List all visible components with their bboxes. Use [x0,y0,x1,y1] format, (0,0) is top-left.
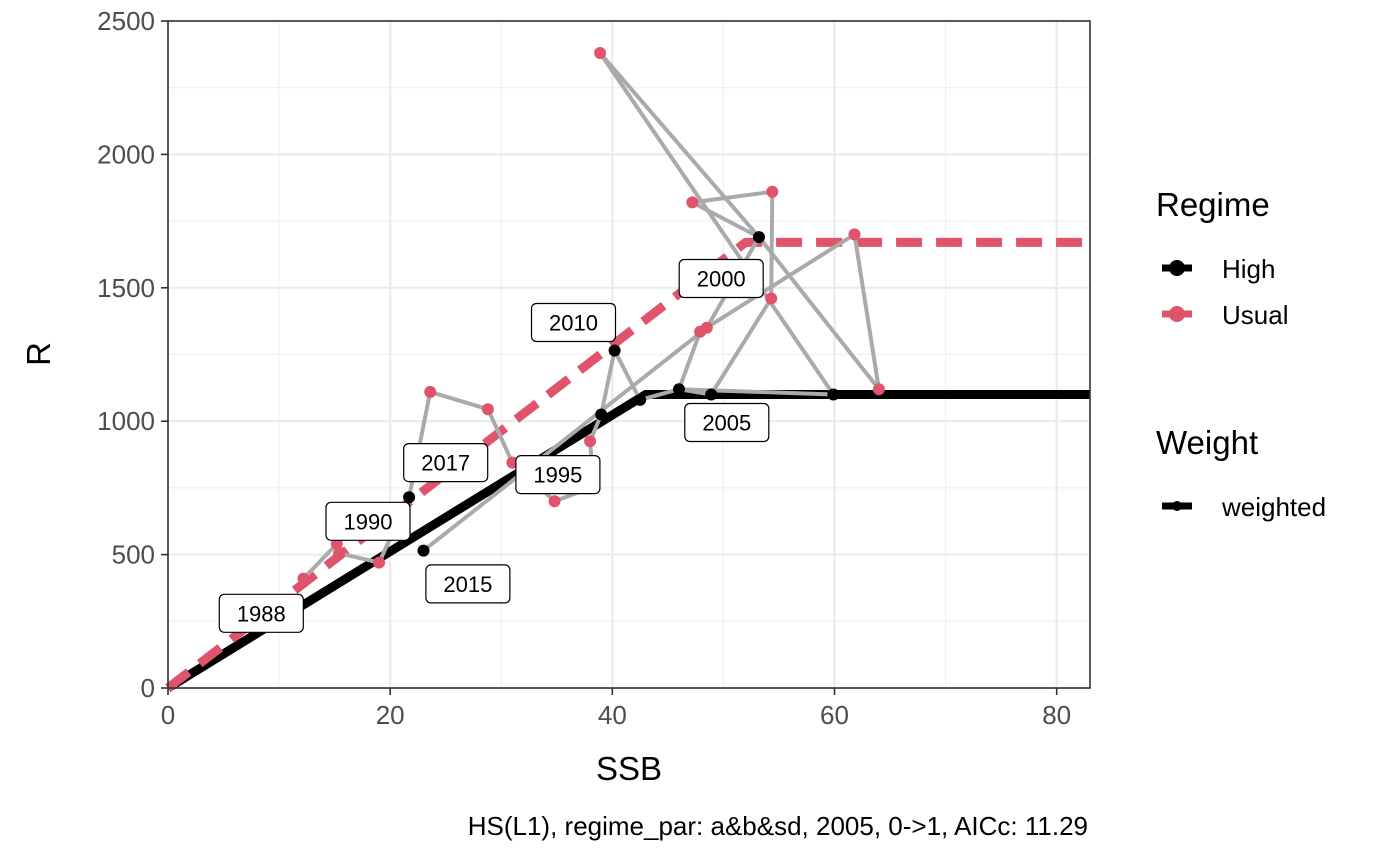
year-label-box [425,564,511,604]
point-high [634,393,647,406]
y-tick-label: 2500 [97,6,155,36]
y-axis-title: R [20,342,57,366]
year-label-text: 1988 [237,601,286,626]
x-tick-label: 80 [1042,700,1071,730]
y-axis: 0 500 1000 1500 2000 2500 [97,6,168,703]
point-usual [700,321,713,334]
legend-high-label: High [1222,254,1275,284]
legend-weight-title: Weight [1156,424,1258,461]
point-high [753,231,765,244]
year-label-text: 1990 [344,509,393,534]
plot-border [167,20,1091,689]
year-label-text: 2017 [421,451,470,476]
point-usual [766,185,779,198]
grid-minor [168,21,1090,688]
year-label-box [515,455,601,495]
year-label-box [678,258,764,299]
legend-high-key-point [1169,260,1185,276]
point-usual [765,292,778,305]
legend-weighted-label: weighted [1221,492,1326,522]
point-usual [686,196,699,209]
point-usual [848,228,861,241]
y-tick-label: 0 [141,673,155,703]
y-tick-label: 2000 [97,139,155,169]
legend-usual-label: Usual [1222,300,1288,330]
year-label: 2010 [530,302,617,343]
point-high [403,491,416,504]
point-usual [333,547,346,560]
year-label: 1988 [218,593,304,633]
x-tick-label: 60 [820,700,849,730]
point-usual [594,47,607,59]
x-axis: 0 20 40 60 80 [161,688,1071,730]
year-label-text: 2015 [443,572,492,597]
legend: Regime High Usual Weight weighted [1156,186,1326,522]
point-high [417,544,430,557]
year-label: 2017 [403,443,489,483]
year-label-text: 1995 [533,463,582,488]
point-high [705,388,718,401]
year-label-text: 2000 [697,267,746,292]
caption: HS(L1), regime_par: a&b&sd, 2005, 0->1, … [468,811,1088,841]
point-high [827,388,840,401]
point-usual [481,403,494,416]
x-tick-label: 0 [161,700,175,730]
y-tick-label: 1500 [97,273,155,303]
point-usual [548,495,561,508]
year-annotations: 1988 1990 1995 2000 2005 2010 2015 2017 [218,258,770,633]
legend-weighted-key-point [1172,501,1182,511]
x-tick-label: 40 [598,700,627,730]
year-label: 1990 [325,501,411,541]
year-label-box [530,302,617,343]
x-tick-label: 20 [376,700,405,730]
point-high [673,383,685,396]
point-high [608,344,621,357]
year-label: 2005 [684,402,770,443]
point-usual [297,572,310,585]
year-label-box [218,593,304,633]
legend-regime-title: Regime [1156,186,1270,223]
point-usual [424,385,437,398]
year-label-box [684,402,770,443]
point-usual [872,383,885,396]
year-label: 1995 [515,455,601,495]
x-axis-title: SSB [596,750,662,787]
fit-line-high [165,390,1090,692]
point-usual [330,537,343,550]
y-tick-label: 500 [112,540,155,570]
point-high [595,408,608,421]
point-usual [584,435,597,448]
year-label: 2000 [678,258,764,299]
y-tick-label: 1000 [97,406,155,436]
year-label-box [325,501,411,541]
year-label-text: 2005 [702,411,751,436]
year-label-box [403,443,489,483]
year-label-text: 2010 [549,311,598,336]
year-label: 2015 [425,564,511,604]
point-usual [373,556,386,569]
legend-usual-key-point [1169,306,1185,322]
